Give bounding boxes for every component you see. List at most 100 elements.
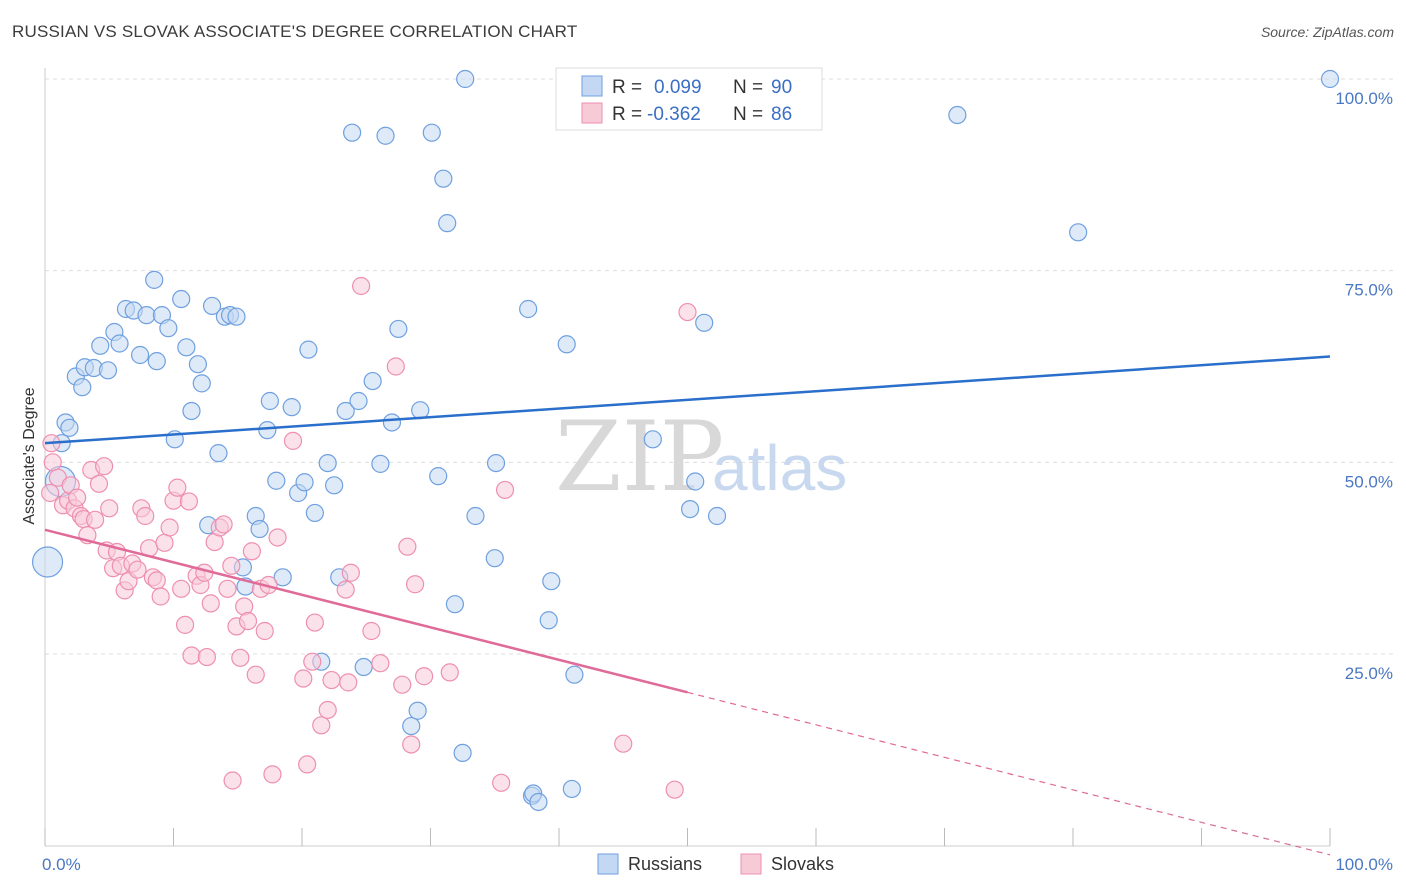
- russians-point: [539, 611, 558, 630]
- russians-point: [486, 454, 506, 473]
- russians-point: [382, 413, 402, 432]
- russians-point: [188, 355, 208, 374]
- russians-point: [1069, 223, 1088, 242]
- russians-point: [299, 340, 318, 359]
- russians-point: [363, 371, 382, 391]
- legend-swatch-russians-bottom: [597, 853, 619, 875]
- russians-point: [267, 471, 286, 490]
- legend-swatch-slovaks-bottom: [740, 853, 762, 875]
- slovaks-point: [283, 431, 303, 450]
- slovaks-point: [398, 537, 417, 556]
- russians-point: [542, 572, 561, 591]
- slovaks-point: [312, 716, 331, 735]
- russians-point: [172, 289, 191, 309]
- slovaks-point: [89, 474, 109, 493]
- russians-point: [562, 779, 581, 799]
- russians-point: [389, 319, 408, 339]
- russians-point: [137, 306, 156, 325]
- legend-n-label-1: N =: [733, 77, 763, 98]
- russians-point: [354, 657, 373, 677]
- legend-swatch-slovaks: [581, 102, 603, 124]
- russians-point: [336, 401, 355, 421]
- russians-point: [60, 418, 79, 437]
- slovaks-point: [68, 488, 87, 507]
- russians-point: [445, 595, 465, 614]
- russians-point: [948, 105, 967, 125]
- russians-point: [557, 335, 576, 354]
- russians-point: [343, 123, 362, 142]
- russians-point: [1320, 69, 1340, 89]
- slovaks-point: [86, 510, 105, 529]
- russians-point: [250, 519, 269, 539]
- russians-point: [182, 401, 201, 421]
- legend-r-label-2: R =: [612, 104, 642, 125]
- slovaks-point: [160, 518, 179, 537]
- russians-point: [456, 69, 475, 89]
- legend-n-value-1: 90: [771, 77, 792, 98]
- slovaks-point: [492, 773, 511, 792]
- trend-lines: [44, 355, 1331, 856]
- slovaks-point: [197, 647, 217, 667]
- russians-point: [371, 454, 390, 473]
- russians-point: [519, 299, 538, 319]
- russians-point: [145, 270, 164, 289]
- russians-point: [466, 506, 485, 526]
- russians-point: [643, 430, 662, 449]
- russians-point: [192, 374, 211, 393]
- slovaks-point: [100, 499, 119, 518]
- russians-point: [686, 472, 705, 491]
- slovaks-point: [393, 675, 412, 694]
- russians-point: [177, 338, 196, 357]
- slovaks-point: [255, 621, 274, 641]
- slovaks-point: [268, 528, 287, 547]
- slovaks-point: [43, 453, 62, 472]
- russians-point: [695, 313, 714, 332]
- y-tick-label: 25.0%: [1345, 664, 1393, 683]
- russians-point: [130, 345, 150, 365]
- slovaks-point: [263, 765, 282, 784]
- slovaks-point: [303, 652, 322, 671]
- russians-point: [707, 506, 727, 526]
- russians-point: [31, 546, 64, 578]
- russians-point: [565, 665, 584, 684]
- russians-point: [376, 126, 395, 145]
- slovaks-point: [386, 357, 405, 376]
- slovaks-point: [362, 621, 381, 641]
- slovaks-point: [322, 670, 341, 690]
- series-legend: Russians Slovaks: [597, 853, 834, 875]
- russians-point: [438, 214, 457, 233]
- russians-point: [98, 361, 118, 380]
- russians-point: [260, 391, 279, 411]
- russians-point: [305, 503, 324, 523]
- slovaks-point: [179, 492, 199, 511]
- slovaks-point: [41, 483, 60, 503]
- slovaks-point: [223, 771, 242, 790]
- slovaks-point: [214, 515, 233, 534]
- slovaks-point: [222, 556, 241, 575]
- russians-point: [282, 398, 301, 417]
- legend-r-value-2: -0.362: [647, 104, 701, 125]
- source-label: Source: ZipAtlas.com: [1260, 24, 1394, 40]
- slovaks-point: [231, 648, 250, 667]
- slovaks-point: [182, 646, 201, 665]
- watermark-atlas: atlas: [712, 432, 847, 504]
- russians-point: [318, 454, 337, 473]
- slovaks-point: [318, 700, 337, 720]
- russians-point: [258, 421, 277, 440]
- legend-r-label-1: R =: [612, 77, 642, 98]
- legend-label-russians: Russians: [628, 854, 702, 874]
- russians-point: [227, 307, 246, 326]
- slovaks-trend-line: [44, 528, 688, 694]
- chart-title: RUSSIAN VS SLOVAK ASSOCIATE'S DEGREE COR…: [12, 22, 578, 41]
- russians-trend-line: [44, 355, 1331, 445]
- russians-point: [325, 476, 344, 495]
- y-axis-title: Associate's Degree: [21, 387, 38, 524]
- slovaks-point: [405, 575, 425, 594]
- russians-point: [485, 549, 504, 568]
- russians-point: [429, 467, 448, 486]
- slovaks-point: [371, 654, 390, 673]
- russians-point: [147, 352, 166, 371]
- slovaks-trend-extension: [687, 691, 1331, 856]
- legend-swatch-russians: [581, 75, 603, 97]
